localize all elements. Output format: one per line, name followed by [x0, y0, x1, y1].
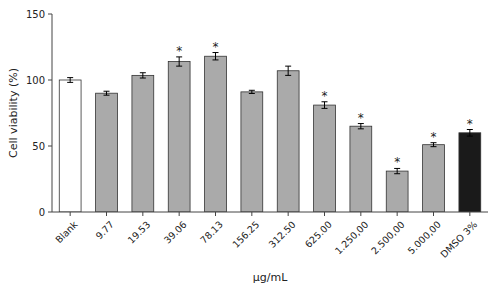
x-tick-label: 5.000,00: [405, 219, 443, 257]
error-bar-cap: [67, 82, 73, 83]
error-bar-cap: [67, 77, 73, 78]
y-tick: [48, 146, 52, 147]
x-tick-label: 156.25: [230, 219, 261, 250]
significance-star: *: [358, 111, 364, 125]
y-tick-label: 100: [26, 75, 45, 86]
y-tick-label: 0: [39, 207, 45, 218]
error-bar-stem: [70, 78, 71, 83]
bar: [350, 126, 372, 212]
y-ticks: 0 50 100 150: [26, 9, 52, 218]
bar: [386, 171, 408, 212]
bar: [59, 80, 81, 212]
error-bar-cap: [104, 91, 110, 92]
bar: [459, 133, 481, 212]
x-tick: [70, 212, 71, 216]
x-tick: [215, 212, 216, 216]
error-bar: [213, 53, 219, 60]
x-tick: [360, 212, 361, 216]
error-bar: [104, 91, 110, 95]
bar: [168, 62, 190, 212]
significance-star: *: [213, 40, 219, 54]
error-bar: [285, 66, 291, 75]
error-bar-cap: [249, 93, 255, 94]
x-tick: [397, 212, 398, 216]
error-bar-stem: [179, 57, 180, 66]
chart-container: 0 50 100 150 * * * * * * * Blank 9.77 19.53 39.06 78.13…: [0, 0, 500, 286]
x-ticks: Blank 9.77 19.53 39.06 78.13156.25312.50625.…: [53, 212, 479, 260]
x-axis-line: [52, 212, 488, 213]
y-tick-label: 150: [26, 9, 45, 20]
x-tick: [106, 212, 107, 216]
bar: [132, 75, 154, 212]
bar: [241, 92, 263, 212]
x-tick-label: 39.06: [162, 219, 189, 246]
significance-star: *: [322, 89, 328, 103]
x-tick: [288, 212, 289, 216]
error-bar-cap: [358, 128, 364, 129]
chart-svg: 0 50 100 150 * * * * * * * Blank 9.77 19.53 39.06 78.13…: [0, 0, 500, 286]
y-tick: [48, 14, 52, 15]
error-bar: [140, 73, 146, 78]
bar: [314, 105, 336, 212]
error-bar-stem: [106, 91, 107, 95]
error-bar: [249, 90, 255, 93]
x-tick-label: 2.500,00: [369, 219, 407, 257]
x-tick: [251, 212, 252, 216]
x-tick-label: 19.53: [125, 219, 152, 246]
x-tick-label: Blank: [53, 218, 80, 245]
error-bar: [67, 78, 73, 83]
error-bar-cap: [104, 95, 110, 96]
data-group: [59, 53, 480, 212]
error-bar-stem: [288, 66, 289, 75]
y-tick: [48, 80, 52, 81]
y-tick: [48, 212, 52, 213]
x-tick: [324, 212, 325, 216]
error-bar-cap: [140, 78, 146, 79]
x-axis-label: μg/mL: [253, 271, 288, 284]
bar: [277, 71, 299, 212]
x-tick: [433, 212, 434, 216]
error-bar-stem: [215, 53, 216, 60]
error-bar-stem: [142, 73, 143, 78]
significance-star: *: [431, 130, 437, 144]
x-tick: [142, 212, 143, 216]
error-bar-cap: [467, 136, 473, 137]
x-tick-label: 1.250,00: [333, 219, 371, 257]
significance-star: *: [176, 44, 182, 58]
bar: [96, 93, 118, 212]
error-bar: [176, 57, 182, 66]
error-bar-cap: [249, 90, 255, 91]
significance-star: *: [394, 155, 400, 169]
error-bar-cap: [394, 173, 400, 174]
error-bar-cap: [431, 146, 437, 147]
x-tick-label: 312.50: [266, 219, 297, 250]
error-bar-cap: [140, 72, 146, 73]
x-tick: [469, 212, 470, 216]
x-tick-label: 625.00: [303, 219, 334, 250]
x-tick-label: 9.77: [93, 219, 116, 242]
error-bar-cap: [322, 108, 328, 109]
error-bar-cap: [285, 75, 291, 76]
error-bar-cap: [213, 59, 219, 60]
y-tick-label: 50: [32, 141, 45, 152]
annotations: * * * * * * *: [176, 40, 473, 170]
significance-star: *: [467, 117, 473, 131]
x-tick: [179, 212, 180, 216]
y-axis-label: Cell viability (%): [7, 68, 20, 158]
y-axis-line: [52, 14, 53, 212]
error-bar-cap: [176, 66, 182, 67]
bar: [205, 56, 227, 212]
bar: [423, 145, 445, 212]
x-tick-label: DMSO 3%: [438, 219, 479, 260]
x-tick-label: 78.13: [198, 219, 225, 246]
error-bar-cap: [285, 66, 291, 67]
